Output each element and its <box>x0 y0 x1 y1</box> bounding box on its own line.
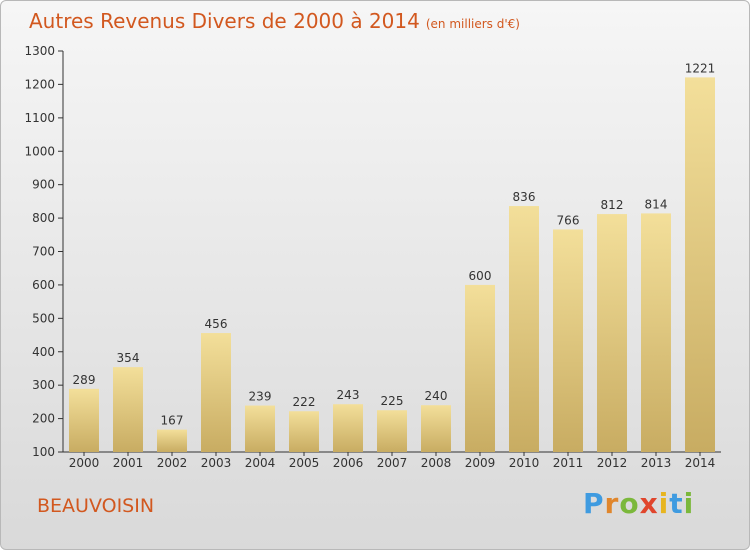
logo-letter: i <box>683 487 695 520</box>
x-tick-label: 2001 <box>113 456 144 470</box>
bar <box>157 429 187 452</box>
chart-title: Autres Revenus Divers de 2000 à 2014 (en … <box>29 9 520 33</box>
data-label: 600 <box>469 269 492 283</box>
bar <box>641 213 671 452</box>
data-label: 222 <box>293 395 316 409</box>
logo-letter: P <box>583 487 605 520</box>
title-text: Autres Revenus Divers de 2000 à 2014 <box>29 9 420 33</box>
unit-label: (en milliers d'€) <box>425 17 520 31</box>
x-tick-label: 2005 <box>289 456 320 470</box>
data-label: 836 <box>513 190 536 204</box>
logo-letter: x <box>639 487 659 520</box>
data-label: 167 <box>161 414 184 428</box>
x-tick-label: 2000 <box>69 456 100 470</box>
data-label: 240 <box>425 389 448 403</box>
y-tick-label: 700 <box>32 245 55 259</box>
data-label: 239 <box>249 390 272 404</box>
logo-letter: t <box>669 487 684 520</box>
data-label: 814 <box>645 197 668 211</box>
data-label: 289 <box>73 373 96 387</box>
data-label: 1221 <box>685 61 716 75</box>
y-tick-label: 600 <box>32 278 55 292</box>
bar <box>201 333 231 452</box>
bar <box>113 367 143 452</box>
bar <box>509 206 539 452</box>
x-tick-label: 2002 <box>157 456 188 470</box>
x-tick-label: 2008 <box>421 456 452 470</box>
x-tick-label: 2009 <box>465 456 496 470</box>
y-tick-label: 500 <box>32 311 55 325</box>
logo-letter: i <box>658 487 670 520</box>
y-tick-label: 400 <box>32 345 55 359</box>
data-label: 354 <box>117 351 140 365</box>
x-tick-label: 2013 <box>641 456 672 470</box>
bar <box>421 405 451 452</box>
data-label: 812 <box>601 198 624 212</box>
y-tick-label: 1000 <box>24 144 55 158</box>
x-tick-label: 2007 <box>377 456 408 470</box>
y-tick-label: 200 <box>32 412 55 426</box>
y-tick-label: 1300 <box>24 44 55 58</box>
x-tick-label: 2012 <box>597 456 628 470</box>
y-tick-label: 300 <box>32 378 55 392</box>
y-tick-label: 100 <box>32 445 55 459</box>
x-tick-label: 2004 <box>245 456 276 470</box>
proxiti-logo: Proxiti <box>583 487 694 520</box>
y-tick-label: 900 <box>32 178 55 192</box>
y-tick-label: 800 <box>32 211 55 225</box>
y-tick-label: 1200 <box>24 77 55 91</box>
x-tick-label: 2010 <box>509 456 540 470</box>
bar <box>597 214 627 452</box>
place-name: BEAUVOISIN <box>37 495 155 517</box>
data-label: 243 <box>337 388 360 402</box>
data-label: 766 <box>557 213 580 227</box>
bar <box>685 77 715 452</box>
x-tick-label: 2011 <box>553 456 584 470</box>
bar <box>377 410 407 452</box>
y-tick-label: 1100 <box>24 111 55 125</box>
bar <box>289 411 319 452</box>
x-tick-label: 2014 <box>685 456 716 470</box>
logo-letter: r <box>604 487 620 520</box>
x-tick-label: 2006 <box>333 456 364 470</box>
bar <box>465 284 495 452</box>
logo-letter: o <box>619 487 640 520</box>
data-label: 456 <box>205 317 228 331</box>
bar <box>553 229 583 452</box>
bar <box>333 404 363 452</box>
bar <box>69 388 99 452</box>
x-tick-label: 2003 <box>201 456 232 470</box>
data-label: 225 <box>381 394 404 408</box>
bar <box>245 405 275 452</box>
